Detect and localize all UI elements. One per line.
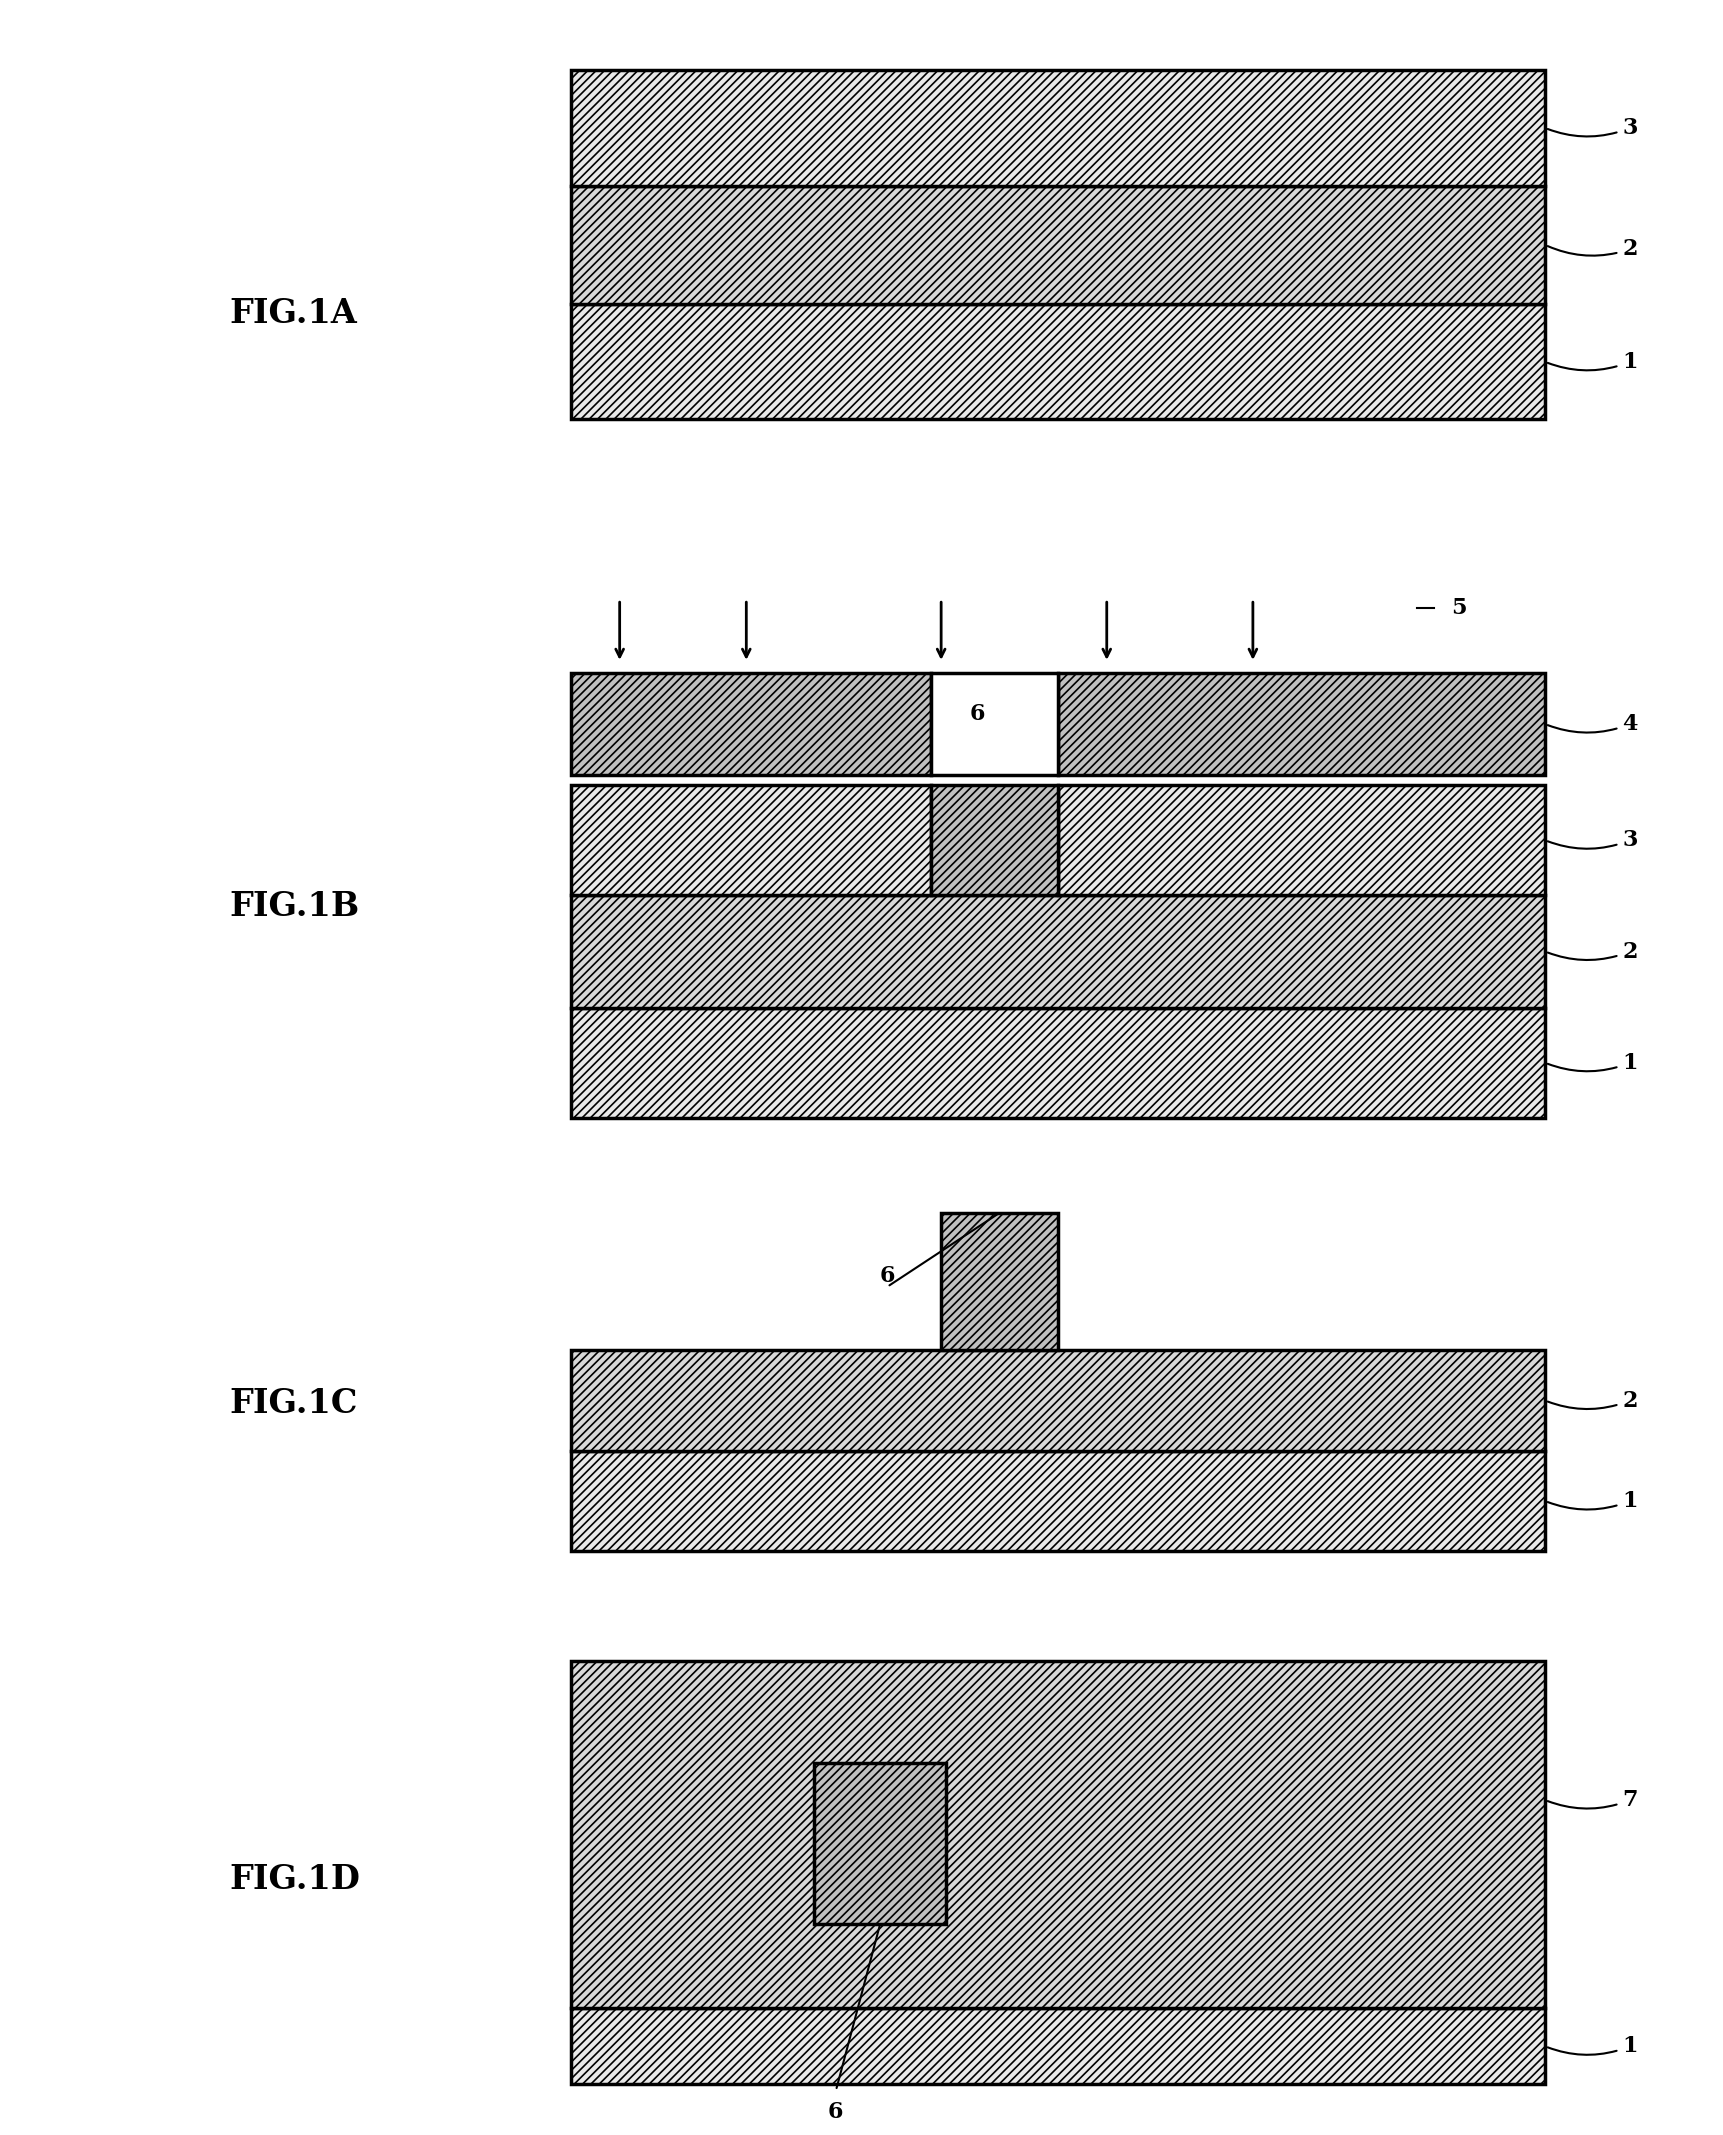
Bar: [1058, 673, 1546, 775]
Text: 6: 6: [829, 2101, 844, 2124]
Bar: [570, 305, 1546, 418]
Text: 2: 2: [1547, 239, 1637, 260]
Text: 7: 7: [1547, 1789, 1637, 1810]
Text: 2: 2: [1547, 1390, 1637, 1411]
Bar: [815, 1764, 946, 1924]
Text: 4: 4: [1547, 713, 1637, 734]
Text: 6: 6: [970, 702, 986, 724]
Bar: [570, 1661, 1546, 2009]
Text: 1: 1: [1547, 1490, 1637, 1512]
Text: 6: 6: [879, 1264, 894, 1287]
Bar: [570, 895, 1546, 1008]
Bar: [570, 1008, 1546, 1117]
Text: FIG.1A: FIG.1A: [229, 297, 357, 331]
Bar: [570, 786, 932, 895]
Text: FIG.1C: FIG.1C: [229, 1388, 357, 1420]
Bar: [932, 673, 1058, 775]
Text: 1: 1: [1547, 350, 1637, 374]
Text: 1: 1: [1547, 1053, 1637, 1074]
Bar: [1058, 786, 1546, 895]
Bar: [570, 1452, 1546, 1552]
Text: 3: 3: [1547, 828, 1637, 852]
Bar: [932, 786, 1058, 895]
Text: 5: 5: [1451, 598, 1466, 619]
Bar: [570, 186, 1546, 305]
Bar: [570, 673, 932, 775]
Bar: [941, 1213, 1058, 1349]
Bar: [570, 2009, 1546, 2084]
Text: 2: 2: [1547, 942, 1637, 963]
Text: 1: 1: [1547, 2035, 1637, 2058]
Bar: [570, 70, 1546, 186]
Bar: [570, 1349, 1546, 1452]
Text: FIG.1B: FIG.1B: [229, 890, 360, 922]
Text: 3: 3: [1547, 117, 1637, 139]
Text: FIG.1D: FIG.1D: [229, 1862, 360, 1896]
